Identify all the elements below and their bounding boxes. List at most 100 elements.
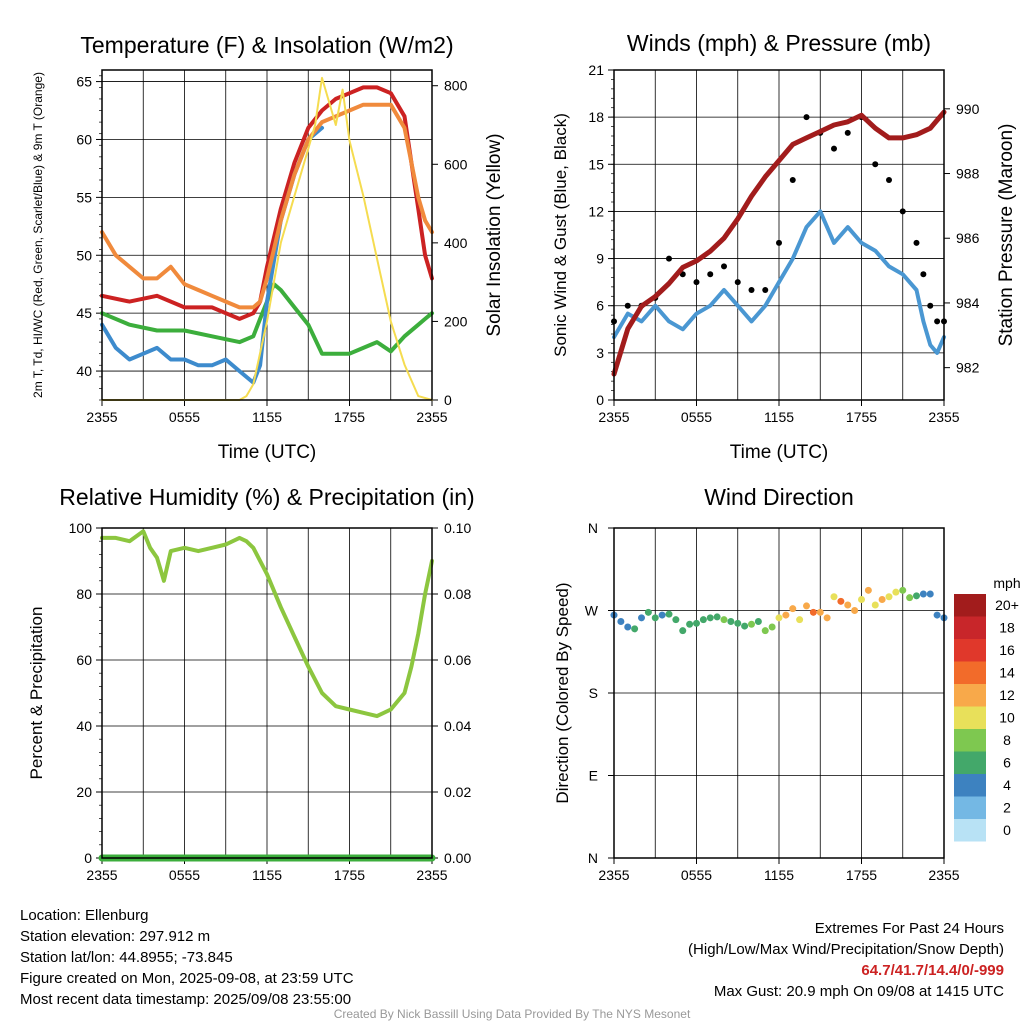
- direction-point: [631, 625, 639, 633]
- direction-point: [727, 618, 735, 625]
- winds-y2tick-label: 988: [956, 166, 980, 182]
- temperature-ytick-label: 60: [76, 131, 92, 147]
- winds-gust-point: [748, 287, 755, 293]
- winds-gust-point: [872, 161, 879, 168]
- humidity-ytick-label: 0: [84, 850, 92, 866]
- legend-swatch: [954, 751, 986, 774]
- winds-ytick-label: 9: [596, 251, 604, 267]
- direction-point: [775, 614, 783, 622]
- direction-point: [796, 616, 804, 624]
- winds-ylabel: Sonic Wind & Gust (Blue, Black): [551, 113, 570, 357]
- direction-point: [706, 614, 714, 622]
- winds-xtick-label: 0555: [681, 409, 712, 425]
- winds-gust-point: [831, 145, 837, 152]
- legend-swatch: [954, 706, 986, 729]
- winds-ytick-label: 12: [588, 203, 604, 219]
- direction-point: [665, 610, 673, 618]
- legend-label: 14: [999, 665, 1015, 681]
- direction-xtick-label: 1755: [846, 867, 877, 883]
- humidity-chart: 2355 0555 1155 1755 23550204060801000.000.02…: [27, 484, 475, 883]
- direction-point: [617, 618, 625, 625]
- temperature-series-2m-t: [100, 85, 434, 321]
- legend-label: 18: [999, 620, 1015, 636]
- winds-gust-point: [934, 318, 941, 325]
- humidity-xtick-label: 1155: [252, 867, 282, 883]
- winds-ytick-label: 15: [588, 156, 604, 172]
- winds-frame: [613, 69, 945, 401]
- humidity-xtick-label: 2355: [416, 867, 447, 883]
- extremes-subtitle: (High/Low/Max Wind/Precipitation/Snow De…: [688, 941, 1004, 958]
- direction-point: [638, 614, 645, 622]
- winds-gust-point: [803, 114, 810, 121]
- direction-ytick-label: N: [588, 520, 598, 536]
- humidity-ytick-label: 100: [69, 520, 93, 536]
- winds-series-pressure: [611, 109, 947, 377]
- temperature-xtick-label: 2355: [416, 409, 447, 425]
- winds-gust-point: [913, 239, 920, 246]
- legend-swatch: [954, 729, 986, 752]
- humidity-ytick-label: 20: [76, 784, 92, 800]
- direction-point: [748, 620, 755, 628]
- winds-gust-point: [624, 302, 631, 309]
- temperature-ytick-label: 50: [76, 247, 92, 263]
- direction-frame: [613, 527, 945, 859]
- direction-point: [851, 607, 859, 614]
- legend-label: 10: [999, 710, 1015, 726]
- winds-gust-point: [707, 271, 714, 278]
- max-gust-text: Max Gust: 20.9 mph On 09/08 at 1415 UTC: [713, 983, 1004, 1000]
- humidity-xtick-label: 0555: [169, 867, 200, 883]
- direction-point: [672, 616, 680, 624]
- direction-point: [679, 627, 687, 635]
- winds-y2tick-label: 982: [956, 360, 980, 376]
- winds-title: Winds (mph) & Pressure (mb): [627, 30, 931, 56]
- temperature-series-2m-td: [100, 282, 434, 356]
- legend-swatch: [954, 819, 986, 842]
- humidity-title: Relative Humidity (%) & Precipitation (i…: [59, 484, 474, 510]
- legend-label: 20+: [995, 597, 1019, 613]
- direction-point: [644, 608, 652, 616]
- temperature-y2label: Solar Insolation (Yellow): [484, 133, 505, 336]
- direction-ytick-label: S: [589, 685, 598, 701]
- direction-xtick-label: 1155: [764, 867, 794, 883]
- direction-point: [761, 627, 769, 635]
- direction-point: [720, 616, 728, 624]
- winds-y2label: Station Pressure (Maroon): [996, 124, 1017, 347]
- temperature-y2tick-label: 400: [444, 235, 468, 251]
- direction-xtick-label: 2355: [928, 867, 959, 883]
- humidity-ylabel: Percent & Precipitation: [27, 607, 46, 780]
- temperature-xtick-label: 2355: [86, 409, 117, 425]
- temperature-y2tick-label: 200: [444, 313, 468, 329]
- temperature-xlabel: Time (UTC): [218, 442, 317, 463]
- station-info: Location: Ellenburg Station elevation: 2…: [20, 905, 354, 1010]
- winds-xtick-label: 1755: [846, 409, 877, 425]
- temperature-ytick-label: 45: [76, 305, 92, 321]
- winds-xlabel: Time (UTC): [730, 442, 829, 463]
- humidity-frame: [101, 527, 433, 859]
- direction-point: [686, 620, 694, 628]
- winds-gust-point: [776, 239, 782, 246]
- direction-point: [878, 596, 886, 603]
- direction-xtick-label: 2355: [598, 867, 629, 883]
- legend-swatch: [954, 639, 986, 662]
- winds-ytick-label: 6: [596, 298, 604, 314]
- legend-label: 8: [1003, 732, 1011, 748]
- direction-point: [693, 619, 700, 627]
- direction-point: [885, 593, 893, 601]
- direction-point: [624, 623, 632, 631]
- direction-point: [803, 602, 810, 610]
- temperature-xtick-label: 0555: [169, 409, 200, 425]
- temperature-ytick-label: 55: [76, 189, 92, 205]
- temperature-y2tick-label: 800: [444, 78, 468, 94]
- humidity-y2tick-label: 0.06: [444, 652, 471, 668]
- winds-gust-point: [899, 208, 906, 215]
- humidity-series-rh: [100, 529, 434, 719]
- temperature-y2tick-label: 600: [444, 156, 468, 172]
- direction-point: [651, 614, 659, 622]
- temperature-ylabel: 2m T, Td, HI/WC (Red, Green, Scarlet/Blu…: [31, 72, 45, 398]
- legend-swatch: [954, 796, 986, 819]
- location-text: Location: Ellenburg: [20, 907, 149, 924]
- winds-gust-point: [721, 263, 727, 270]
- direction-point: [699, 616, 707, 624]
- winds-ytick-label: 18: [588, 109, 604, 125]
